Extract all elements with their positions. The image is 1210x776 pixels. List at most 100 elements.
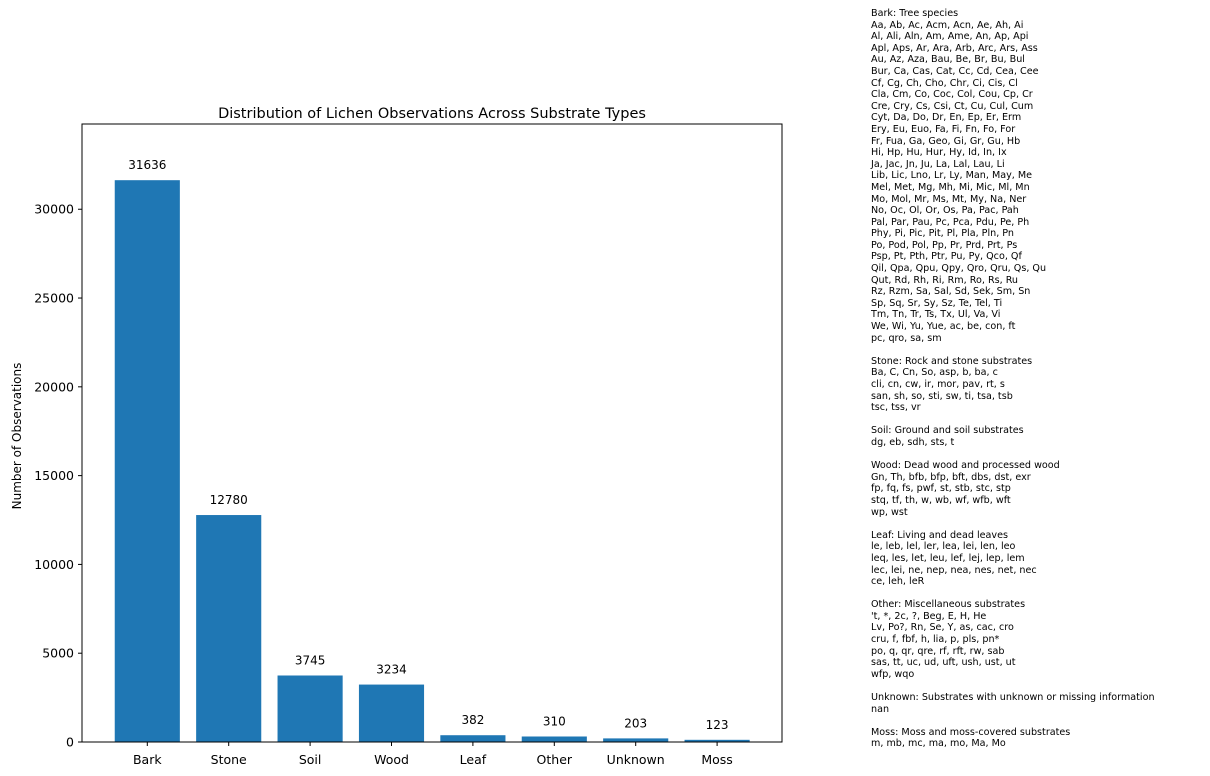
y-axis-label: Number of Observations xyxy=(10,363,24,510)
legend-group-heading: Leaf: Living and dead leaves xyxy=(871,529,1008,541)
x-tick-label-wood: Wood xyxy=(374,752,409,767)
legend-code-line: Apl, Aps, Ar, Ara, Arb, Arc, Ars, Ass xyxy=(871,42,1038,54)
chart-title: Distribution of Lichen Observations Acro… xyxy=(218,106,646,122)
legend-code-line: Bur, Ca, Cas, Cat, Cc, Cd, Cea, Cee xyxy=(871,65,1039,77)
legend-code-line: Tm, Tn, Tr, Ts, Tx, Ul, Va, Vi xyxy=(871,309,1001,321)
legend-group: Wood: Dead wood and processed wood Gn, Th… xyxy=(871,460,1206,518)
x-tick-label-leaf: Leaf xyxy=(460,752,487,767)
legend-code-line: Au, Az, Aza, Bau, Be, Br, Bu, Bul xyxy=(871,54,1025,66)
legend-code-line: Lib, Lic, Lno, Lr, Ly, Man, May, Me xyxy=(871,170,1033,182)
legend-group-heading: Stone: Rock and stone substrates xyxy=(871,355,1033,367)
legend-code-line: wfp, wqo xyxy=(871,668,915,680)
legend-code-line: sas, tt, uc, ud, uft, ush, ust, ut xyxy=(871,657,1016,669)
bar-value-label-wood: 3234 xyxy=(376,663,407,677)
legend-code-line: No, Oc, Ol, Or, Os, Pa, Pac, Pah xyxy=(871,205,1019,217)
legend-group: Soil: Ground and soil substrates dg, eb, … xyxy=(871,425,1206,448)
legend-code-line: Phy, Pi, Pic, Pit, Pl, Pla, Pln, Pn xyxy=(871,228,1015,240)
x-tick-label-stone: Stone xyxy=(211,752,247,767)
y-tick-label-30000: 30000 xyxy=(34,202,74,217)
ticks-layer: Bark Stone Soil Wood Leaf Other Unknown Moss 0 50… xyxy=(34,202,733,767)
legend-code-line: nan xyxy=(871,703,890,715)
legend-code-line: Mo, Mol, Mr, Ms, Mt, My, Na, Ner xyxy=(871,193,1027,205)
legend-code-line: ce, leh, leR xyxy=(871,576,925,588)
legend-code-line: wp, wst xyxy=(871,506,908,518)
bar-value-label-unknown: 203 xyxy=(624,716,647,730)
legend-group-heading: Soil: Ground and soil substrates xyxy=(871,425,1024,437)
legend-code-line: Al, Ali, Aln, Am, Ame, An, Ap, Api xyxy=(871,31,1029,43)
x-tick-label-other: Other xyxy=(537,752,573,767)
legend-code-line: Cla, Cm, Co, Coc, Col, Cou, Cp, Cr xyxy=(871,89,1033,101)
legend-code-line: san, sh, so, sti, sw, ti, tsa, tsb xyxy=(871,390,1013,402)
bar-soil xyxy=(277,675,343,742)
bar-value-label-soil: 3745 xyxy=(295,653,326,667)
legend-code-line: Qil, Qpa, Qpu, Qpy, Qro, Qru, Qs, Qu xyxy=(871,263,1047,275)
y-tick-label-15000: 15000 xyxy=(34,468,74,483)
legend-code-line: cru, f, fbf, h, lia, p, pls, pn* xyxy=(871,634,1000,646)
legend-group: Moss: Moss and moss-covered substrates m,… xyxy=(871,727,1206,750)
legend-group-heading: Bark: Tree species xyxy=(871,8,959,19)
x-tick-label-unknown: Unknown xyxy=(607,752,665,767)
bar-value-label-leaf: 382 xyxy=(461,713,484,727)
legend-code-line: lec, lei, ne, nep, nea, nes, net, nec xyxy=(871,564,1037,576)
legend-code-line: Cre, Cry, Cs, Csi, Ct, Cu, Cul, Cum xyxy=(871,100,1034,112)
bar-labels-layer: 31636 12780 3745 3234 382 310 203 123 xyxy=(128,158,728,732)
legend-group: Stone: Rock and stone substrates Ba, C, C… xyxy=(871,356,1206,414)
legend-code-line: Ba, C, Cn, So, asp, b, ba, c xyxy=(871,367,998,379)
legend-group: Leaf: Living and dead leaves le, leb, lel… xyxy=(871,530,1206,588)
legend-code-line: Cf, Cg, Ch, Cho, Chr, Ci, Cis, Cl xyxy=(871,77,1018,89)
bar-leaf xyxy=(440,735,506,742)
legend-code-line: Fr, Fua, Ga, Geo, Gi, Gr, Gu, Hb xyxy=(871,135,1021,147)
legend-code-line: Qut, Rd, Rh, Ri, Rm, Ro, Rs, Ru xyxy=(871,274,1019,286)
legend-code-line: Lv, Po?, Rn, Se, Y, as, cac, cro xyxy=(871,622,1014,634)
legend-code-line: m, mb, mc, ma, mo, Ma, Mo xyxy=(871,738,1006,750)
legend-code-line: cli, cn, cw, ir, mor, pav, rt, s xyxy=(871,379,1005,390)
legend-code-line: leq, les, let, leu, lef, lej, lep, lem xyxy=(871,552,1025,564)
y-tick-label-20000: 20000 xyxy=(34,379,74,394)
x-tick-label-bark: Bark xyxy=(133,752,162,767)
legend-code-line: Sp, Sq, Sr, Sy, Sz, Te, Tel, Ti xyxy=(871,297,1003,309)
legend-group: Bark: Tree species Aa, Ab, Ac, Acm, Acn, … xyxy=(871,8,1206,344)
bar-unknown xyxy=(603,738,669,742)
bar-value-label-bark: 31636 xyxy=(128,158,166,172)
legend-code-line: Po, Pod, Pol, Pp, Pr, Prd, Prt, Ps xyxy=(871,239,1018,251)
legend-code-line: pc, qro, sa, sm xyxy=(871,332,942,344)
legend-code-line: le, leb, lel, ler, lea, lei, len, leo xyxy=(871,541,1016,553)
legend-code-line: Ery, Eu, Euo, Fa, Fi, Fn, Fo, For xyxy=(871,123,1016,135)
y-tick-label-5000: 5000 xyxy=(42,646,74,661)
legend-group: Other: Miscellaneous substrates't, *, 2c… xyxy=(871,599,1206,680)
substrate-legend: Bark: Tree species Aa, Ab, Ac, Acm, Acn, … xyxy=(871,8,1206,762)
bar-bark xyxy=(114,180,180,742)
bar-value-label-moss: 123 xyxy=(706,718,729,732)
legend-code-line: Hi, Hp, Hu, Hur, Hy, Id, In, Ix xyxy=(871,147,1007,159)
bar-wood xyxy=(358,684,425,742)
legend-group-heading: Wood: Dead wood and processed wood xyxy=(871,460,1060,472)
legend-group-heading: Other: Miscellaneous substrates xyxy=(871,599,1026,611)
legend-code-line: fp, fq, fs, pwf, st, stb, stc, stp xyxy=(871,483,1011,495)
legend-code-line: Ja, Jac, Jn, Ju, La, Lal, Lau, Li xyxy=(871,158,1005,170)
legend-code-line: dg, eb, sdh, sts, t xyxy=(871,436,955,448)
bars-layer xyxy=(114,180,750,742)
legend-group-heading: Unknown: Substrates with unknown or miss… xyxy=(871,692,1155,704)
x-tick-label-moss: Moss xyxy=(701,752,732,767)
legend-code-line: Gn, Th, bfb, bfp, bft, dbs, dst, exr xyxy=(871,471,1031,483)
legend-code-line: Mel, Met, Mg, Mh, Mi, Mic, Ml, Mn xyxy=(871,181,1030,193)
plot-frame xyxy=(81,123,783,743)
bar-moss xyxy=(684,739,750,742)
bar-other xyxy=(521,736,587,742)
y-tick-label-10000: 10000 xyxy=(34,557,74,572)
bar-stone xyxy=(196,515,262,742)
legend-code-line: Psp, Pt, Pth, Ptr, Pu, Py, Qco, Qf xyxy=(871,251,1022,263)
legend-code-line: Pal, Par, Pau, Pc, Pca, Pdu, Pe, Ph xyxy=(871,216,1030,228)
legend-code-line: Cyt, Da, Do, Dr, En, Ep, Er, Erm xyxy=(871,112,1022,124)
legend-group-heading: Moss: Moss and moss-covered substrates xyxy=(871,726,1071,738)
legend-code-line: stq, tf, th, w, wb, wf, wfb, wft xyxy=(871,494,1011,506)
legend-code-line: 't, *, 2c, ?, Beg, E, H, He xyxy=(871,610,987,622)
legend-code-line: We, Wi, Yu, Yue, ac, be, con, ft xyxy=(871,321,1016,333)
legend-group: Unknown: Substrates with unknown or miss… xyxy=(871,692,1206,715)
legend-code-line: Aa, Ab, Ac, Acm, Acn, Ae, Ah, Ai xyxy=(871,19,1024,31)
y-tick-label-25000: 25000 xyxy=(34,291,74,306)
bar-value-label-stone: 12780 xyxy=(210,493,248,507)
x-tick-label-soil: Soil xyxy=(299,752,322,767)
bar-value-label-other: 310 xyxy=(543,714,566,728)
